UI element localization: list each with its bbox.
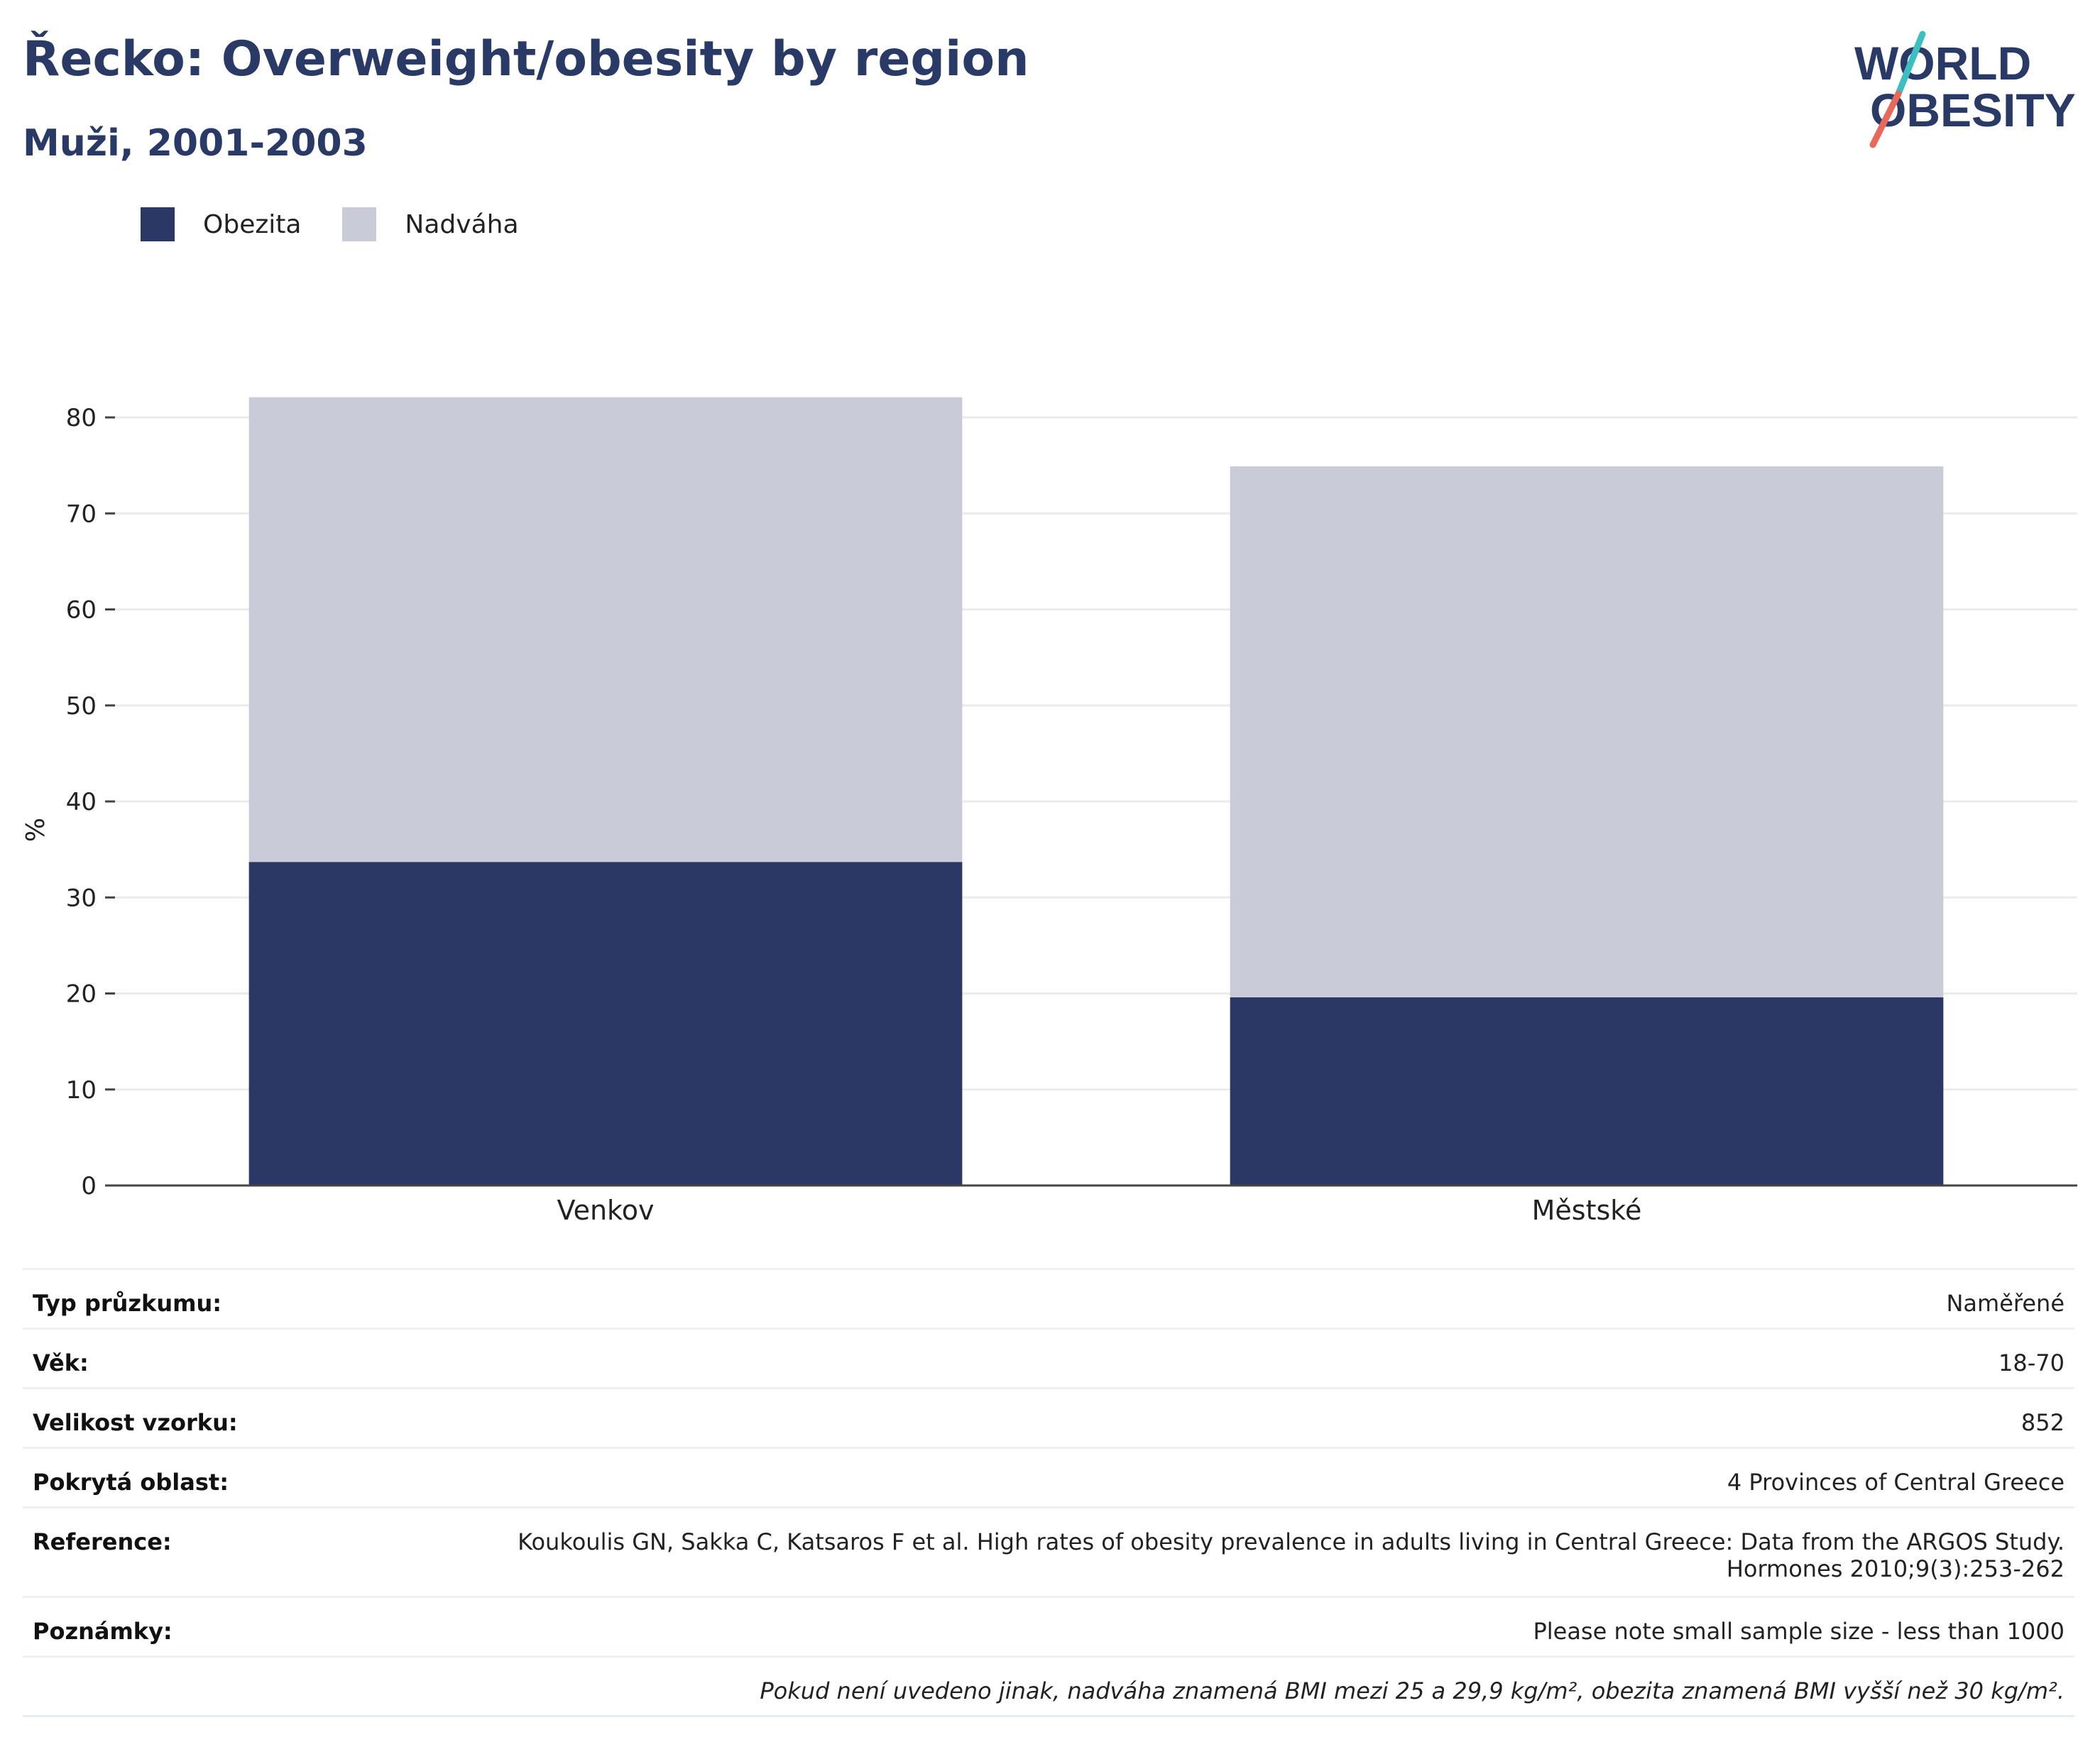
info-key: Reference: <box>33 1528 172 1555</box>
y-tick-label: 50 <box>66 692 97 721</box>
logo-line2: OBESITY <box>1870 84 2076 136</box>
bar-overweight-1 <box>1230 466 1944 997</box>
bar-obesity-1 <box>1230 997 1944 1185</box>
y-tick-label: 20 <box>66 980 97 1009</box>
legend-label-obesity: Obezita <box>203 209 302 239</box>
y-tick-label: 30 <box>66 884 97 912</box>
info-value: Naměřené <box>1946 1290 2065 1317</box>
y-tick-label: 60 <box>66 596 97 625</box>
info-row-area: Pokrytá oblast: 4 Provinces of Central G… <box>23 1447 2074 1506</box>
reference-text: Koukoulis GN, Sakka C, Katsaros F et al.… <box>518 1528 2065 1555</box>
legend-item-overweight[interactable]: Nadváha <box>342 207 519 241</box>
bar-overweight-0 <box>248 397 963 862</box>
info-row-sample-size: Velikost vzorku: 852 <box>23 1387 2074 1447</box>
legend-swatch-obesity <box>141 207 175 241</box>
legend-label-overweight: Nadváha <box>405 209 519 239</box>
info-key: Poznámky: <box>33 1618 173 1645</box>
info-value: 18-70 <box>1998 1349 2065 1376</box>
world-obesity-logo: WORLD OBESITY <box>1854 31 2076 148</box>
chart-title: Řecko: Overweight/obesity by region <box>23 31 1029 87</box>
info-row-age: Věk: 18-70 <box>23 1327 2074 1387</box>
info-row-reference: Reference: Koukoulis GN, Sakka C, Katsar… <box>23 1506 2074 1596</box>
legend-item-obesity[interactable]: Obezita <box>141 207 301 241</box>
info-value: Koukoulis GN, Sakka C, Katsaros F et al.… <box>518 1528 2065 1582</box>
chart-legend: Obezita Nadváha <box>141 207 560 241</box>
y-tick-label: 70 <box>66 500 97 528</box>
info-key: Velikost vzorku: <box>33 1409 238 1436</box>
y-tick-label: 10 <box>66 1076 97 1105</box>
bar-obesity-0 <box>248 862 963 1185</box>
bar-chart: 0 10 20 30 40 50 60 70 80% Venkov Městské <box>21 397 2077 1226</box>
info-row-notes: Poznámky: Please note small sample size … <box>23 1596 2074 1655</box>
chart-subtitle: Muži, 2001-2003 <box>23 122 368 165</box>
logo-slash-bottom <box>1869 90 1902 148</box>
y-tick-label: 0 <box>81 1172 97 1200</box>
x-tick-label: Městské <box>1532 1195 1642 1226</box>
info-row-survey-type: Typ průzkumu: Naměřené <box>23 1268 2074 1327</box>
y-tick-label: 40 <box>66 788 97 816</box>
info-key: Pokrytá oblast: <box>33 1469 229 1496</box>
info-value: 4 Provinces of Central Greece <box>1727 1469 2065 1496</box>
survey-info-table: Typ průzkumu: Naměřené Věk: 18-70 Veliko… <box>23 1268 2074 1717</box>
y-tick-label: 80 <box>66 404 97 432</box>
table-bottom-rule <box>23 1715 2074 1717</box>
logo-line1: WORLD <box>1854 37 2031 89</box>
legend-swatch-overweight <box>342 207 377 241</box>
info-key: Věk: <box>33 1349 89 1376</box>
info-value: 852 <box>2020 1409 2065 1436</box>
y-axis-label: % <box>21 818 50 842</box>
info-value: Please note small sample size - less tha… <box>1533 1618 2065 1645</box>
reference-journal: Hormones 2010;9(3):253-262 <box>1726 1555 2065 1582</box>
logo-slash-top <box>1895 31 1926 97</box>
info-key: Typ průzkumu: <box>33 1290 222 1317</box>
bmi-footnote: Pokud není uvedeno jinak, nadváha znamen… <box>23 1655 2074 1715</box>
x-tick-label: Venkov <box>557 1195 655 1226</box>
